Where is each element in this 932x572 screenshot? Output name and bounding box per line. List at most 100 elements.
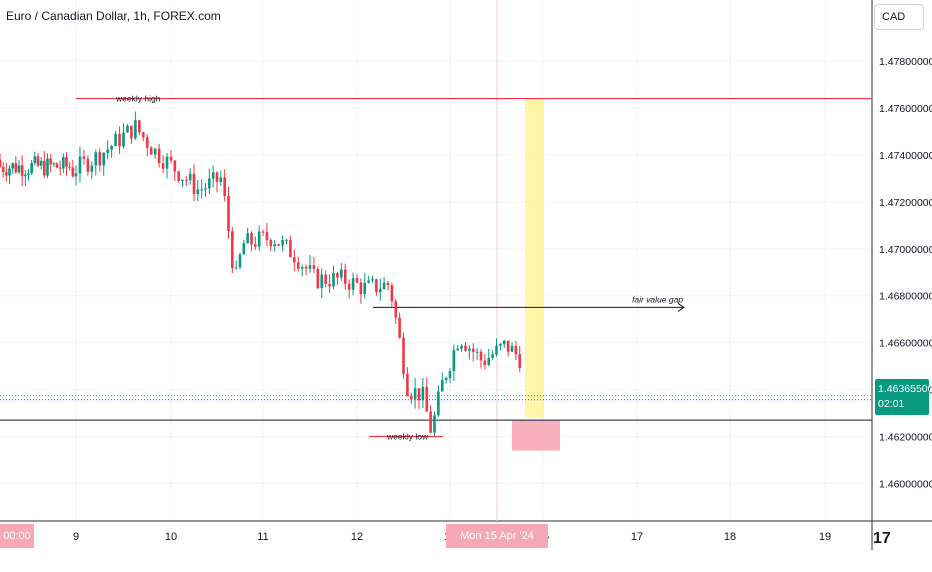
- candle-body: [86, 158, 90, 172]
- candle-body: [347, 283, 351, 290]
- candle-body: [238, 254, 242, 268]
- candle-body: [328, 284, 331, 287]
- candle-body: [1, 166, 5, 173]
- candle-body: [296, 262, 300, 269]
- weekly-high-label: weekly high: [115, 94, 161, 104]
- candle-body: [188, 173, 192, 181]
- candle-body: [208, 178, 211, 189]
- candle-body: [495, 345, 498, 355]
- candle-body: [65, 157, 68, 167]
- candle-body: [173, 160, 177, 172]
- crosshair-time-label: Mon 15 Apr '24 12:00: [446, 524, 548, 566]
- candle-body: [181, 179, 184, 181]
- chart-title: Euro / Canadian Dollar, 1h, FOREX.com: [6, 9, 221, 23]
- candle-body: [336, 273, 339, 278]
- candle-body: [215, 172, 219, 182]
- candle-body: [382, 282, 386, 290]
- candle-body: [62, 157, 65, 169]
- candle-body: [138, 120, 141, 133]
- candle-body: [312, 265, 316, 269]
- candle-body: [27, 173, 30, 175]
- candle-body: [30, 162, 33, 174]
- chart-area[interactable]: 1.47800000 1.47600000 1.47400000 1.47200000…: [0, 0, 932, 550]
- candle-body: [242, 243, 246, 255]
- y-tick-label: 1.46200000: [879, 432, 932, 444]
- candle-body: [417, 388, 421, 401]
- candle-body: [359, 282, 363, 295]
- candle-body: [58, 167, 62, 169]
- candle-body: [265, 232, 269, 241]
- candle-body: [200, 189, 203, 191]
- candle-body: [71, 167, 75, 177]
- candle-body: [378, 289, 382, 293]
- x-tick-label: 12: [351, 531, 363, 543]
- candle-body: [429, 411, 432, 433]
- candle-body: [289, 239, 292, 258]
- candle-body: [316, 268, 320, 289]
- candle-body: [332, 273, 335, 287]
- candle-body: [204, 188, 207, 190]
- candle-body: [149, 147, 153, 155]
- candle-body: [304, 266, 308, 269]
- candle-body: [165, 156, 169, 169]
- candle-body: [444, 377, 448, 381]
- y-tick-label: 1.47800000: [879, 56, 932, 68]
- candle-body: [340, 269, 343, 278]
- candle-body: [0, 159, 2, 167]
- candle-body: [134, 120, 137, 139]
- candle-body: [114, 133, 117, 147]
- fair-value-gap-arrow: [677, 303, 685, 312]
- candle-body: [157, 148, 161, 164]
- candle-body: [351, 278, 355, 290]
- candle-body: [510, 345, 514, 352]
- candle-body: [261, 231, 265, 233]
- candle-body: [483, 360, 487, 365]
- candle-body: [293, 257, 296, 263]
- candle-body: [55, 163, 59, 168]
- candle-body: [43, 160, 46, 176]
- candle-body: [300, 266, 304, 269]
- candle-body: [308, 265, 312, 269]
- candle-body: [118, 133, 121, 147]
- candle-body: [17, 165, 21, 173]
- candle-body: [49, 158, 52, 165]
- candle-body: [126, 125, 129, 133]
- tradingview-logo[interactable]: 17: [873, 530, 891, 547]
- candle-body: [211, 172, 215, 179]
- candle-body: [394, 301, 398, 318]
- y-tick-label: 1.46600000: [879, 338, 932, 350]
- candle-body: [227, 196, 230, 232]
- y-tick-label: 1.47600000: [879, 103, 932, 115]
- current-price-tag: 1.46365500 02:01: [875, 379, 932, 415]
- candle-body: [456, 348, 460, 351]
- candle-body: [518, 354, 522, 368]
- candle-body: [145, 137, 149, 148]
- candle-body: [460, 345, 463, 349]
- candle-body: [46, 158, 49, 176]
- candle-body: [437, 391, 440, 416]
- candle-body: [425, 386, 429, 412]
- candle-body: [499, 344, 502, 346]
- candle-body: [223, 177, 226, 197]
- candle-body: [153, 148, 157, 155]
- candle-body: [433, 415, 436, 433]
- candle-body: [468, 348, 471, 351]
- x-tick-label: 10: [165, 531, 177, 543]
- currency-button[interactable]: CAD: [874, 4, 924, 30]
- candle-body: [502, 340, 506, 345]
- candle-body: [161, 163, 165, 169]
- candle-body: [440, 380, 444, 392]
- candle-body: [177, 171, 180, 181]
- chart-svg[interactable]: 1.47800000 1.47600000 1.47400000 1.47200000…: [0, 0, 932, 550]
- candle-body: [106, 149, 109, 153]
- candle-body: [281, 240, 284, 246]
- candle-body: [479, 351, 483, 361]
- candle-body: [246, 233, 249, 244]
- weekly-low-label: weekly low: [386, 432, 429, 442]
- candle-body: [52, 163, 56, 165]
- candle-body: [363, 282, 367, 295]
- candle-body: [390, 285, 394, 302]
- candle-body: [98, 152, 102, 166]
- x-tick-label: 9: [73, 531, 79, 543]
- candle-body: [39, 160, 43, 166]
